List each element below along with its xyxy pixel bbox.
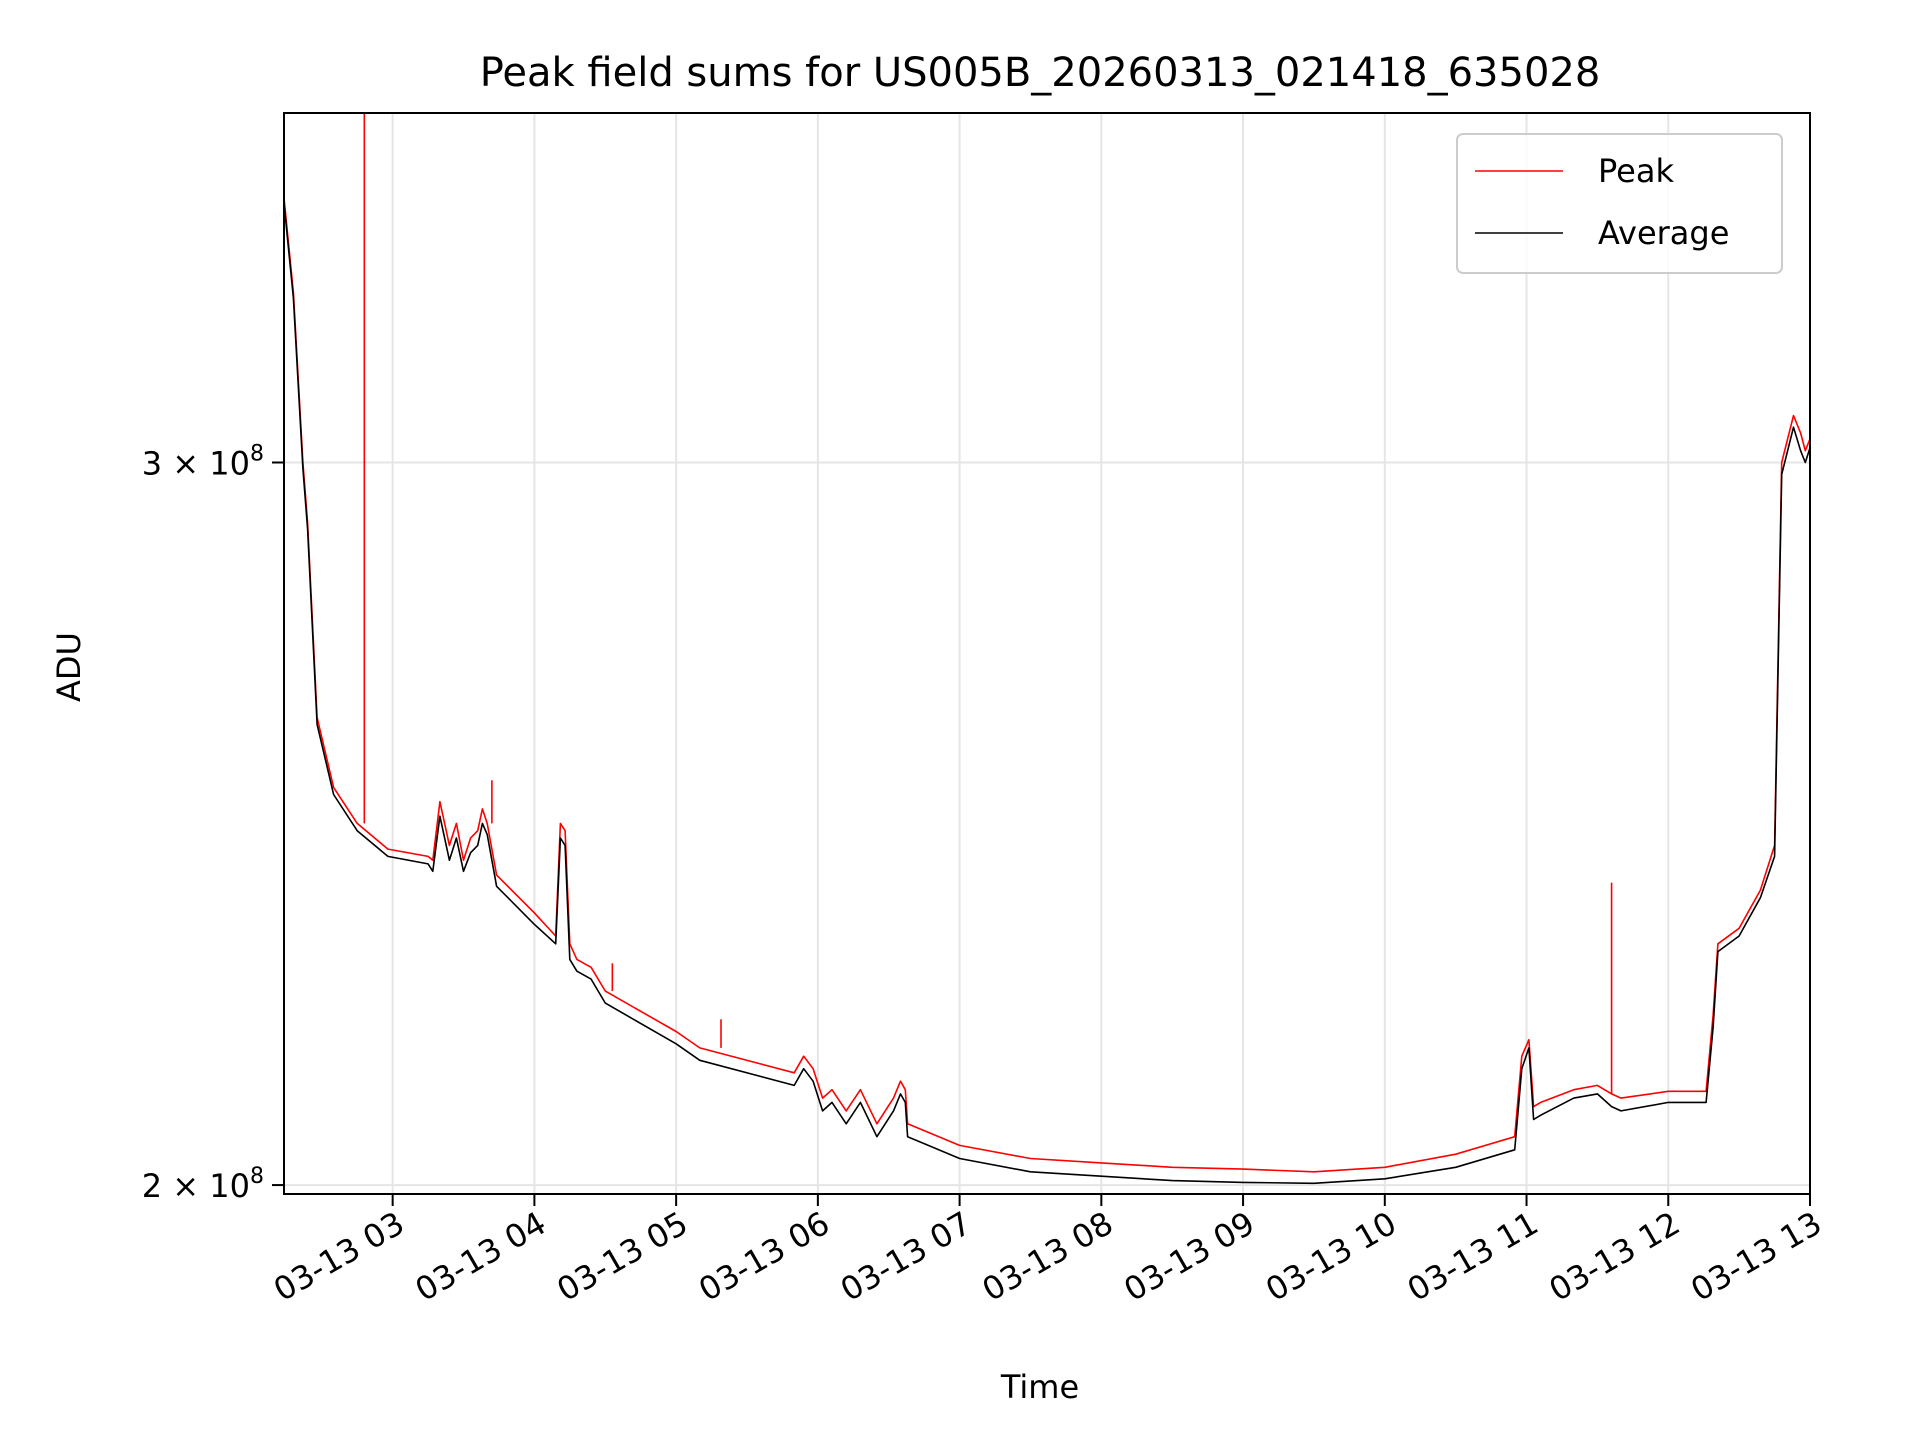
chart-title: Peak field sums for US005B_20260313_0214… (480, 50, 1601, 96)
series-layer (283, 113, 1811, 1185)
series-line-peak (283, 197, 1811, 1173)
y-axis: 2 × 108 3 × 108 (142, 441, 284, 1205)
y-tick-label: 2 × 108 (142, 1164, 264, 1205)
y-tick-label: 3 × 108 (142, 441, 264, 482)
legend-label-average: Average (1598, 214, 1729, 252)
plot-frame (283, 112, 1811, 1195)
x-axis-label: Time (1000, 1368, 1079, 1406)
legend-label-peak: Peak (1598, 152, 1674, 190)
legend: Peak Average (1456, 133, 1783, 274)
y-axis-label: ADU (50, 632, 88, 702)
series-line-average (283, 203, 1811, 1185)
legend-box (1456, 133, 1783, 274)
